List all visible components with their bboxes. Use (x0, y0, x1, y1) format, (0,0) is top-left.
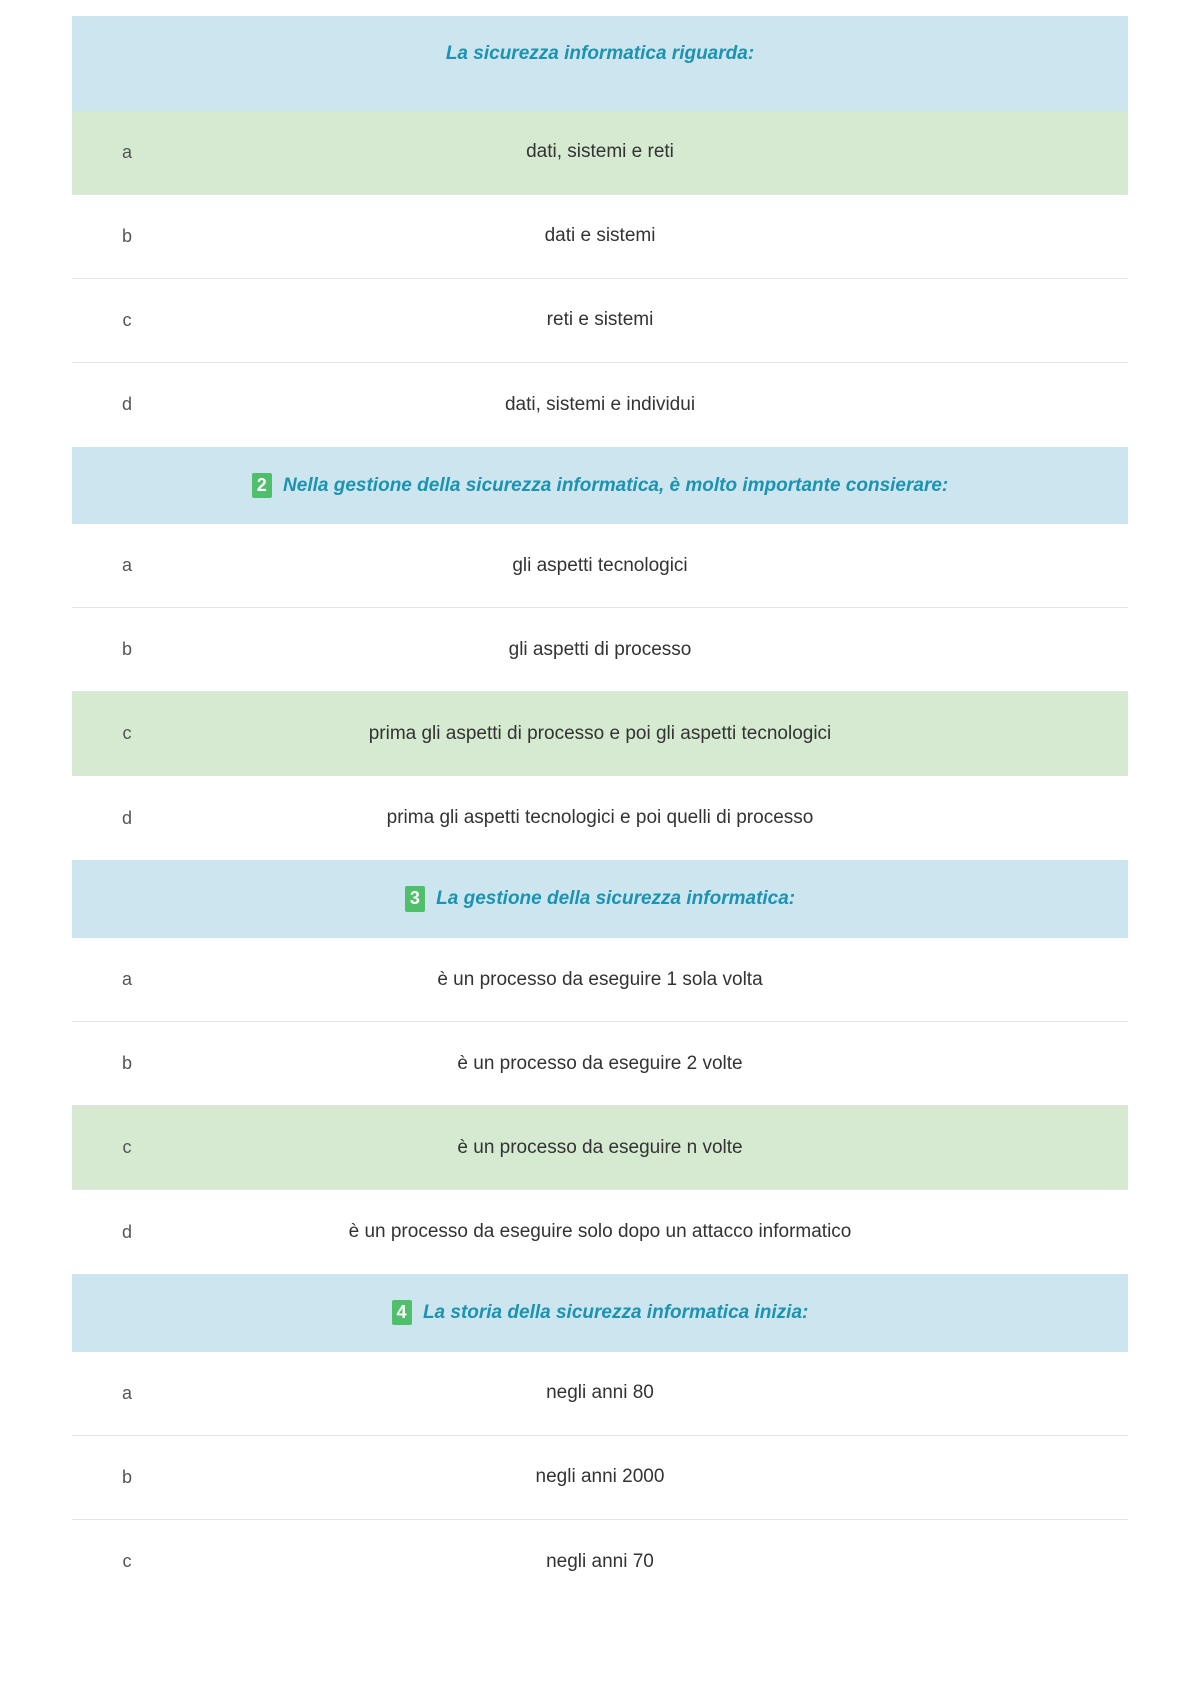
option-text: è un processo da eseguire solo dopo un a… (182, 1221, 1128, 1243)
option-text: negli anni 2000 (182, 1466, 1128, 1488)
question-title: Nella gestione della sicurezza informati… (283, 475, 948, 496)
question-header: 2 Nella gestione della sicurezza informa… (72, 447, 1128, 525)
question-number-badge: 2 (252, 473, 272, 498)
question-number-badge: 3 (405, 886, 425, 911)
option-text: prima gli aspetti tecnologici e poi quel… (182, 807, 1128, 829)
question-title: La gestione della sicurezza informatica: (436, 888, 795, 909)
option-letter: b (72, 1467, 182, 1488)
option-row[interactable]: bnegli anni 2000 (72, 1436, 1128, 1520)
option-row[interactable]: cè un processo da eseguire n volte (72, 1106, 1128, 1190)
option-letter: c (72, 723, 182, 744)
option-text: gli aspetti di processo (182, 639, 1128, 661)
question-header: 3 La gestione della sicurezza informatic… (72, 860, 1128, 938)
option-letter: a (72, 1383, 182, 1404)
option-text: negli anni 70 (182, 1551, 1128, 1573)
option-letter: b (72, 226, 182, 247)
option-text: reti e sistemi (182, 309, 1128, 331)
option-text: è un processo da eseguire 2 volte (182, 1053, 1128, 1075)
option-text: gli aspetti tecnologici (182, 555, 1128, 577)
option-text: dati, sistemi e reti (182, 141, 1128, 163)
option-row[interactable]: dè un processo da eseguire solo dopo un … (72, 1190, 1128, 1274)
option-text: prima gli aspetti di processo e poi gli … (182, 723, 1128, 745)
option-letter: a (72, 142, 182, 163)
option-row[interactable]: aè un processo da eseguire 1 sola volta (72, 938, 1128, 1022)
option-text: dati e sistemi (182, 225, 1128, 247)
question-header: 4 La storia della sicurezza informatica … (72, 1274, 1128, 1352)
option-text: negli anni 80 (182, 1382, 1128, 1404)
option-letter: a (72, 555, 182, 576)
question-title: La storia della sicurezza informatica in… (423, 1302, 808, 1323)
option-letter: d (72, 1222, 182, 1243)
question-number-badge: 4 (392, 1300, 412, 1325)
option-letter: c (72, 1551, 182, 1572)
question-title: La sicurezza informatica riguarda: (446, 43, 754, 64)
option-row[interactable]: cnegli anni 70 (72, 1520, 1128, 1604)
option-text: dati, sistemi e individui (182, 394, 1128, 416)
option-letter: c (72, 310, 182, 331)
option-letter: d (72, 808, 182, 829)
option-letter: b (72, 1053, 182, 1074)
option-row[interactable]: bdati e sistemi (72, 195, 1128, 279)
option-row[interactable]: bgli aspetti di processo (72, 608, 1128, 692)
question-header: La sicurezza informatica riguarda: (72, 16, 1128, 111)
option-text: è un processo da eseguire n volte (182, 1137, 1128, 1159)
option-row[interactable]: creti e sistemi (72, 279, 1128, 363)
option-row[interactable]: anegli anni 80 (72, 1352, 1128, 1436)
option-text: è un processo da eseguire 1 sola volta (182, 969, 1128, 991)
option-row[interactable]: dprima gli aspetti tecnologici e poi que… (72, 776, 1128, 860)
option-letter: a (72, 969, 182, 990)
option-row[interactable]: agli aspetti tecnologici (72, 524, 1128, 608)
option-letter: d (72, 394, 182, 415)
option-row[interactable]: bè un processo da eseguire 2 volte (72, 1022, 1128, 1106)
quiz-page: La sicurezza informatica riguarda:adati,… (0, 0, 1200, 1698)
option-letter: b (72, 639, 182, 660)
option-row[interactable]: adati, sistemi e reti (72, 111, 1128, 195)
option-row[interactable]: ddati, sistemi e individui (72, 363, 1128, 447)
option-row[interactable]: cprima gli aspetti di processo e poi gli… (72, 692, 1128, 776)
option-letter: c (72, 1137, 182, 1158)
